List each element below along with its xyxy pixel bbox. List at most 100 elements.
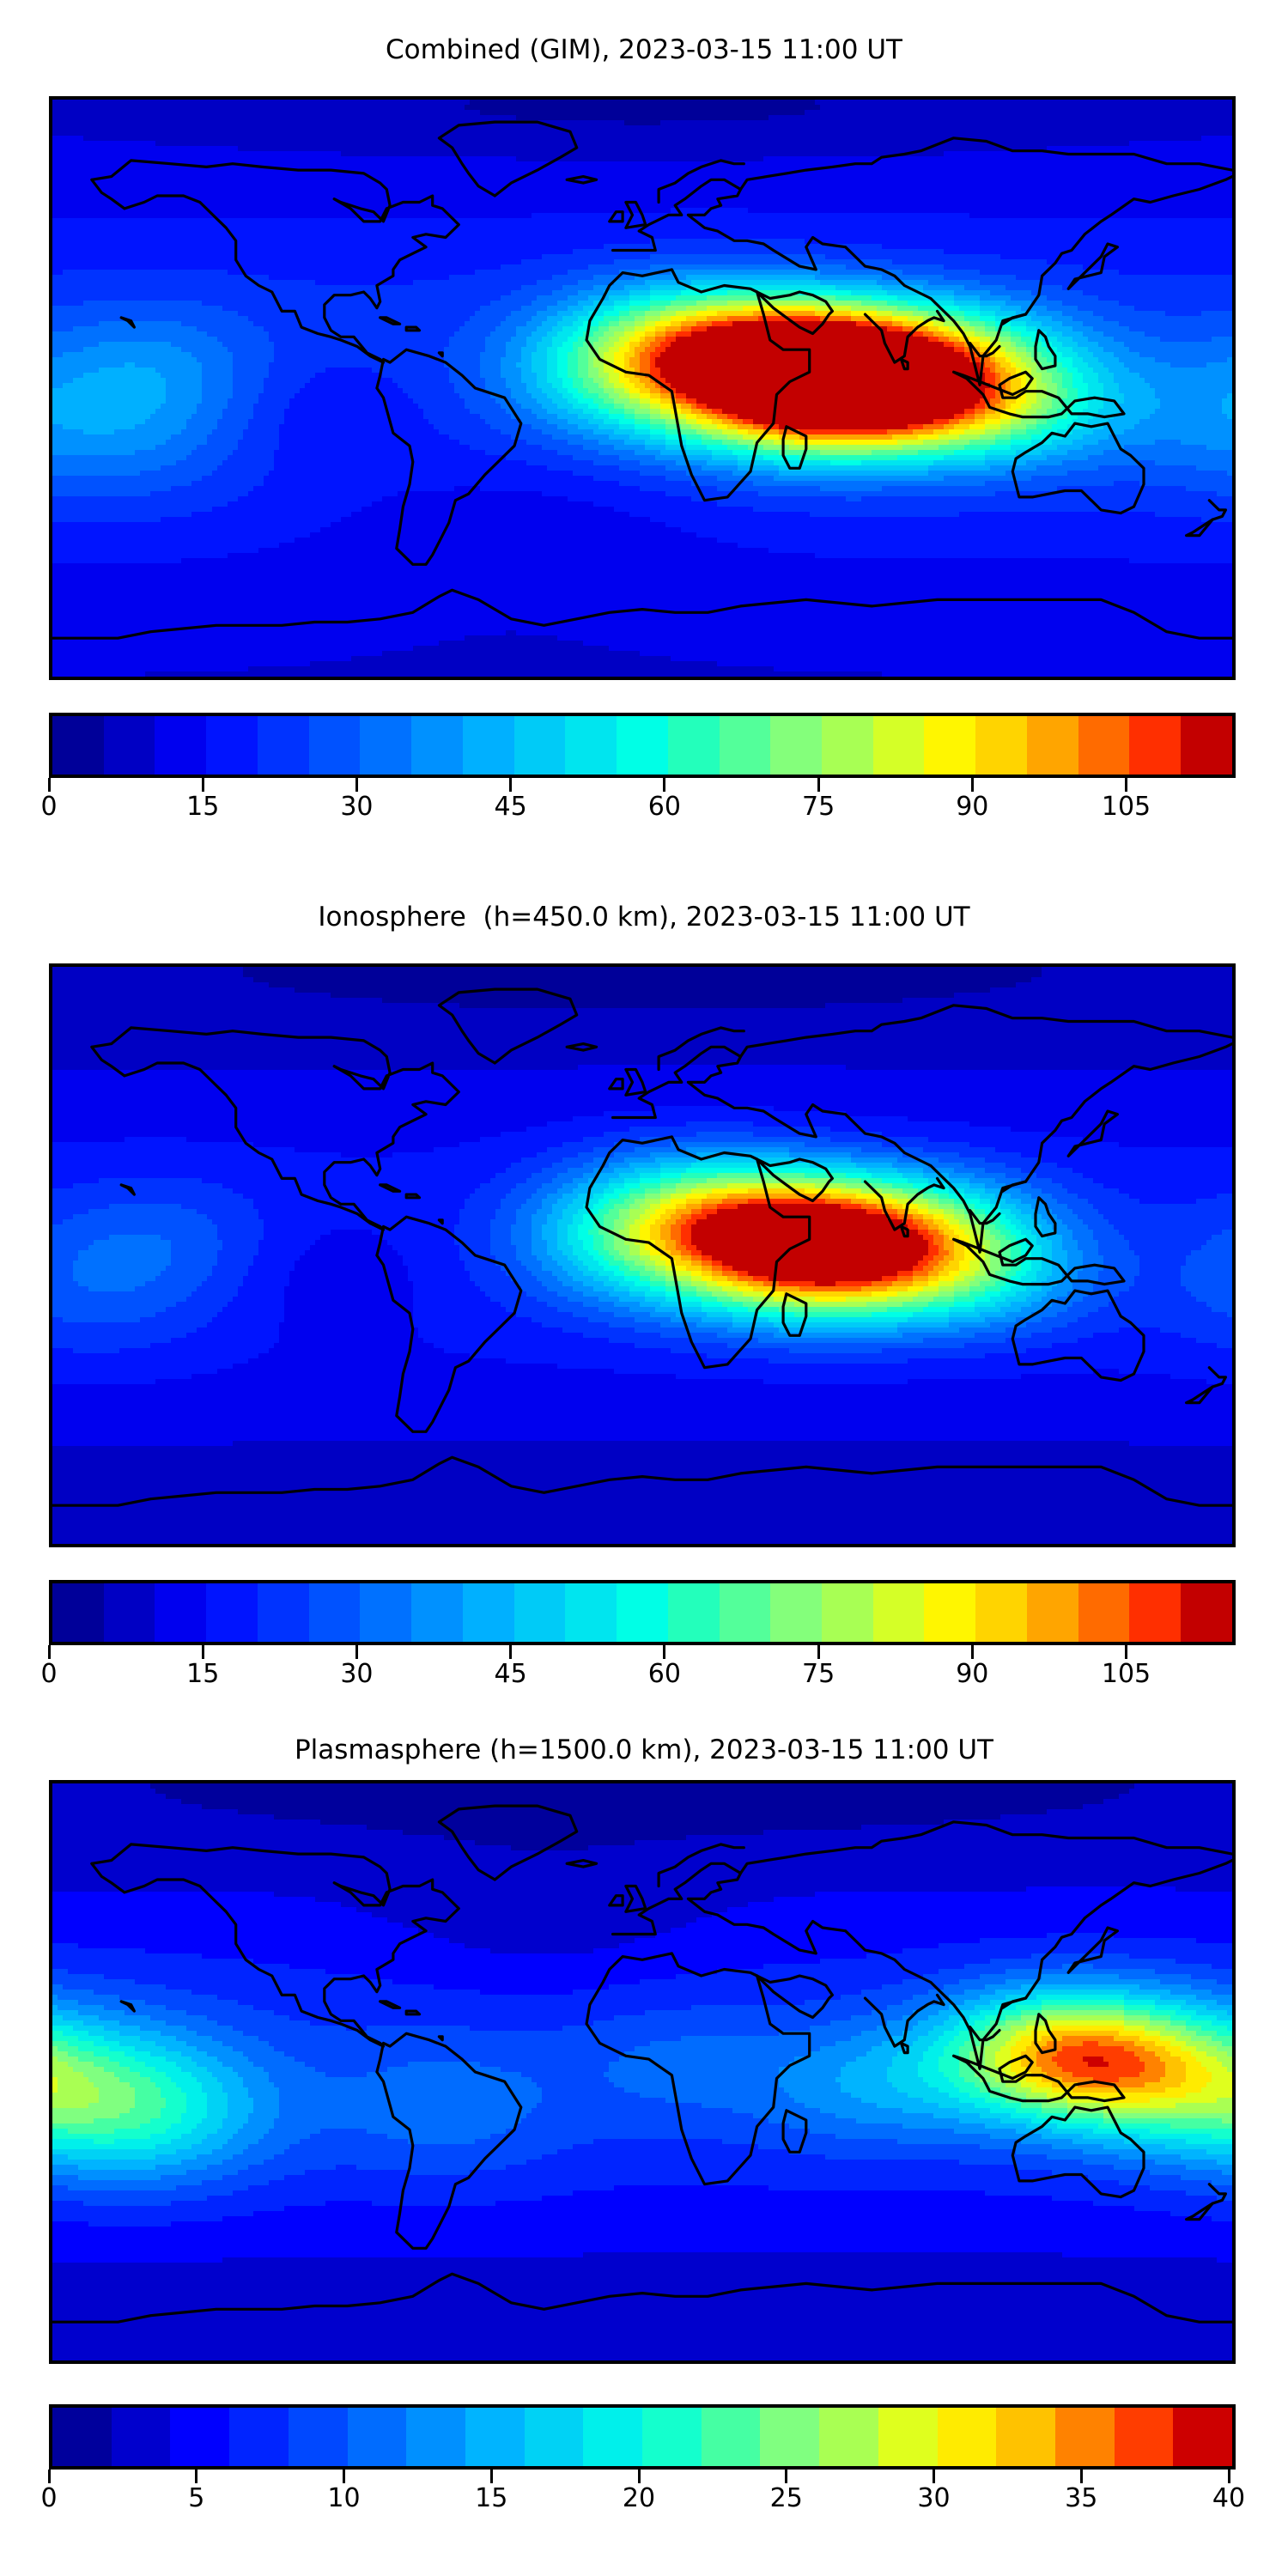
colorbar-tick	[509, 1645, 512, 1659]
colorbar-tick	[638, 2470, 641, 2483]
colorbar-band	[465, 2408, 525, 2466]
colorbar-tick-label: 90	[956, 1659, 988, 1689]
colorbar-band	[822, 1583, 873, 1642]
colorbar-band	[873, 716, 925, 775]
panel-plasmasphere: Plasmasphere (h=1500.0 km), 2023-03-15 1…	[0, 1704, 1288, 2576]
colorbar-tick	[1125, 778, 1127, 792]
colorbar-band	[583, 2408, 642, 2466]
colorbar-band	[1181, 716, 1232, 775]
colorbar-tick	[1228, 2470, 1230, 2483]
colorbar-tick	[817, 1645, 820, 1659]
colorbar-band	[702, 2408, 761, 2466]
colorbar-tick	[663, 778, 665, 792]
colorbar-band	[1055, 2408, 1115, 2466]
colorbar-band	[170, 2408, 229, 2466]
colorbar-tick	[933, 2470, 935, 2483]
colorbar-tick	[490, 2470, 493, 2483]
colorbar-band	[760, 2408, 819, 2466]
colorbar-band	[924, 1583, 975, 1642]
colorbar-tick-label: 15	[186, 792, 219, 822]
colorbar-band	[878, 2408, 938, 2466]
colorbar-band	[52, 1583, 104, 1642]
colorbar-band	[975, 716, 1027, 775]
tec-maps-figure: Combined (GIM), 2023-03-15 11:00 UT 0 15 3…	[0, 0, 1288, 2576]
colorbar-band	[309, 716, 361, 775]
colorbar-labels-combined: 0 15 30 45 60 75 90 105	[46, 792, 1232, 829]
colorbar-tick-label: 0	[40, 2483, 57, 2513]
colorbar-band	[229, 2408, 289, 2466]
colorbar-band	[819, 2408, 878, 2466]
colorbar-tick-label: 30	[340, 1659, 373, 1689]
colorbar-tick	[48, 778, 51, 792]
colorbar-gradient-combined	[49, 713, 1236, 778]
colorbar-band	[565, 1583, 617, 1642]
colorbar-band	[155, 1583, 206, 1642]
colorbar-band	[258, 716, 309, 775]
map-canvas-ionosphere	[52, 967, 1232, 1544]
colorbar-band	[938, 2408, 997, 2466]
colorbar-band	[206, 1583, 258, 1642]
colorbar-band	[822, 716, 873, 775]
colorbar-band	[617, 1583, 668, 1642]
colorbar-tick-label: 40	[1212, 2483, 1245, 2513]
colorbar-band	[1078, 716, 1130, 775]
colorbar-tick-label: 0	[40, 1659, 57, 1689]
colorbar-tick	[817, 778, 820, 792]
colorbar-tick-label: 0	[40, 792, 57, 822]
map-canvas-plasmasphere	[52, 1783, 1232, 2360]
colorbar-tick-label: 60	[648, 1659, 681, 1689]
colorbar-band	[617, 716, 668, 775]
colorbar-band	[770, 716, 822, 775]
colorbar-band	[1129, 1583, 1181, 1642]
colorbar-band	[668, 1583, 720, 1642]
colorbar-tick-label: 15	[475, 2483, 507, 2513]
colorbar-tick-label: 60	[648, 792, 681, 822]
map-canvas-combined	[52, 100, 1232, 677]
colorbar-band	[112, 2408, 171, 2466]
colorbar-tick-label: 10	[327, 2483, 360, 2513]
colorbar-ionosphere: 0 15 30 45 60 75 90 105	[49, 1580, 1229, 1697]
colorbar-band	[348, 2408, 407, 2466]
panel-title-combined: Combined (GIM), 2023-03-15 11:00 UT	[0, 34, 1288, 65]
colorbar-ticks-combined	[46, 778, 1232, 792]
colorbar-tick	[195, 2470, 197, 2483]
colorbar-band	[514, 716, 566, 775]
colorbar-band	[309, 1583, 361, 1642]
colorbar-band	[411, 716, 463, 775]
colorbar-plasmasphere: 0 5 10 15 20 25 30 35 40	[49, 2404, 1229, 2521]
colorbar-tick	[971, 778, 974, 792]
colorbar-band	[463, 716, 514, 775]
panel-title-plasmasphere: Plasmasphere (h=1500.0 km), 2023-03-15 1…	[0, 1735, 1288, 1765]
colorbar-band	[720, 716, 771, 775]
panel-title-ionosphere: Ionosphere (h=450.0 km), 2023-03-15 11:0…	[0, 902, 1288, 933]
colorbar-tick-label: 75	[802, 1659, 835, 1689]
colorbar-tick-label: 30	[340, 792, 373, 822]
map-combined	[49, 96, 1236, 680]
map-ionosphere	[49, 963, 1236, 1547]
colorbar-tick-label: 5	[188, 2483, 204, 2513]
colorbar-band	[975, 1583, 1027, 1642]
colorbar-band	[104, 1583, 155, 1642]
panel-combined: Combined (GIM), 2023-03-15 11:00 UT 0 15 3…	[0, 0, 1288, 867]
colorbar-tick	[1080, 2470, 1083, 2483]
colorbar-band	[668, 716, 720, 775]
colorbar-band	[1129, 716, 1181, 775]
panel-ionosphere: Ionosphere (h=450.0 km), 2023-03-15 11:0…	[0, 867, 1288, 1735]
colorbar-band	[155, 716, 206, 775]
colorbar-tick-label: 25	[770, 2483, 803, 2513]
colorbar-band	[1173, 2408, 1232, 2466]
colorbar-tick	[1125, 1645, 1127, 1659]
colorbar-band	[565, 716, 617, 775]
colorbar-band	[514, 1583, 566, 1642]
colorbar-tick	[202, 778, 204, 792]
colorbar-tick-label: 35	[1065, 2483, 1097, 2513]
colorbar-band	[360, 716, 411, 775]
colorbar-gradient-ionosphere	[49, 1580, 1236, 1645]
colorbar-band	[1027, 1583, 1078, 1642]
colorbar-tick	[785, 2470, 787, 2483]
colorbar-tick-label: 45	[495, 1659, 527, 1689]
colorbar-band	[258, 1583, 309, 1642]
colorbar-tick	[971, 1645, 974, 1659]
colorbar-tick	[663, 1645, 665, 1659]
colorbar-labels-plasmasphere: 0 5 10 15 20 25 30 35 40	[46, 2483, 1232, 2521]
